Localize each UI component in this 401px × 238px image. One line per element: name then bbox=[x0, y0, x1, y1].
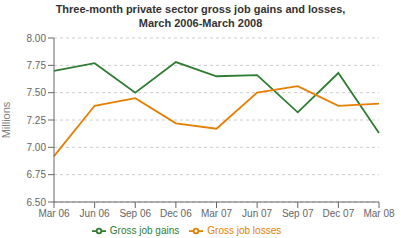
svg-text:7.25: 7.25 bbox=[27, 115, 47, 126]
svg-text:Mar 06: Mar 06 bbox=[38, 208, 70, 219]
svg-text:Dec 07: Dec 07 bbox=[323, 208, 355, 219]
svg-text:7.75: 7.75 bbox=[27, 60, 47, 71]
svg-text:Jun 07: Jun 07 bbox=[242, 208, 272, 219]
svg-text:Mar 08: Mar 08 bbox=[363, 208, 393, 219]
html-text:Gross job gains: Gross job gains bbox=[109, 224, 180, 236]
svg-text:7.00: 7.00 bbox=[27, 142, 47, 153]
html-text:March 2006-March 2008: March 2006-March 2008 bbox=[138, 17, 263, 29]
svg-text:Jun 06: Jun 06 bbox=[80, 208, 110, 219]
svg-text:Sep 07: Sep 07 bbox=[282, 208, 314, 219]
svg-text:Millions: Millions bbox=[8, 101, 12, 138]
svg-text:Dec 06: Dec 06 bbox=[160, 208, 192, 219]
svg-text:Sep 06: Sep 06 bbox=[119, 208, 151, 219]
svg-text:6.50: 6.50 bbox=[27, 197, 47, 208]
html-text:Gross job losses: Gross job losses bbox=[207, 224, 282, 236]
svg-text:Mar 07: Mar 07 bbox=[201, 208, 233, 219]
svg-text:8.00: 8.00 bbox=[27, 33, 47, 44]
svg-text:7.50: 7.50 bbox=[27, 87, 47, 98]
html-text:Three-month private sector gro: Three-month private sector gross job gai… bbox=[55, 3, 346, 15]
svg-text:6.75: 6.75 bbox=[27, 169, 47, 180]
